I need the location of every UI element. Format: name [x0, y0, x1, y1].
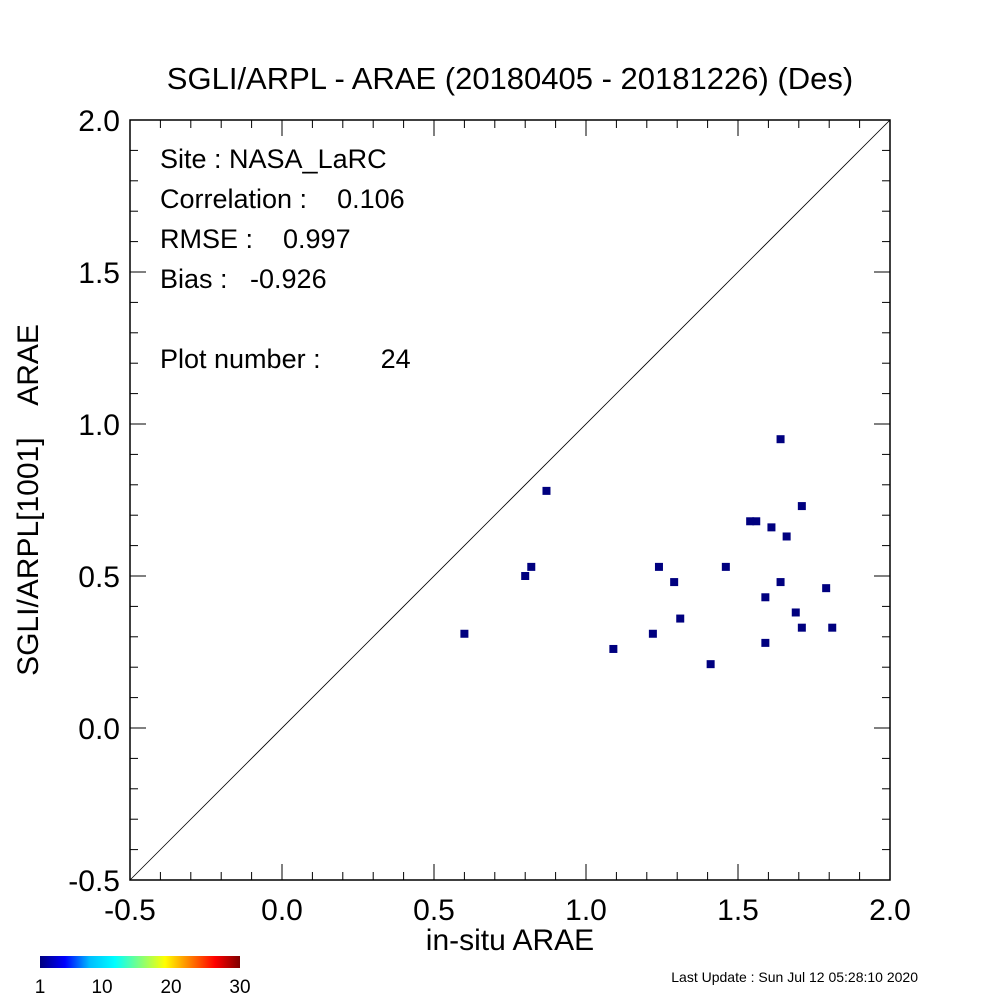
data-point [776, 435, 785, 444]
data-point [609, 644, 618, 653]
colorbar-tick-label: 20 [160, 977, 181, 998]
data-point [791, 608, 800, 617]
stat-plot-number: Plot number : 24 [160, 344, 411, 374]
data-point [761, 593, 770, 602]
stats-block: Site : NASA_LaRC Correlation : 0.106 RMS… [160, 144, 411, 374]
data-point [797, 502, 806, 511]
colorbar-gradient [40, 956, 240, 968]
colorbar: 1 10 20 30 [35, 956, 251, 998]
one-to-one-line [129, 119, 891, 881]
data-point [776, 578, 785, 587]
plot-frame [129, 119, 891, 881]
plot-area [129, 119, 891, 881]
stat-correlation: Correlation : 0.106 [160, 184, 405, 214]
x-tick-labels: -0.5 0.0 0.5 1.0 1.5 2.0 [104, 894, 911, 927]
stat-rmse: RMSE : 0.997 [160, 224, 351, 254]
y-tick-label: -0.5 [68, 865, 120, 898]
x-tick-label: -0.5 [104, 894, 156, 927]
data-points [460, 435, 837, 669]
last-update-text: Last Update : Sun Jul 12 05:28:10 2020 [671, 969, 918, 985]
data-point [654, 562, 663, 571]
data-point [828, 623, 837, 632]
colorbar-tick-label: 10 [91, 977, 112, 998]
y-tick-label: 1.0 [78, 409, 120, 442]
colorbar-tick-label: 1 [35, 977, 46, 998]
x-tick-label: 1.0 [565, 894, 607, 927]
data-point [670, 578, 679, 587]
x-tick-label: 1.5 [717, 894, 759, 927]
data-point [746, 517, 755, 526]
x-tick-label: 0.5 [413, 894, 455, 927]
data-point [822, 584, 831, 593]
colorbar-labels: 1 10 20 30 [35, 977, 251, 998]
y-axis-label: SGLI/ARPL[1001] ARAE [12, 324, 45, 676]
x-axis-label: in-situ ARAE [426, 924, 594, 957]
data-point [752, 517, 761, 526]
data-point [797, 623, 806, 632]
data-point [782, 532, 791, 541]
y-tick-label: 1.5 [78, 257, 120, 290]
data-point [676, 614, 685, 623]
x-tick-label: 2.0 [869, 894, 911, 927]
data-point [761, 638, 770, 647]
data-point [767, 523, 776, 532]
axis-ticks [129, 119, 891, 881]
stat-bias: Bias : -0.926 [160, 264, 327, 294]
data-point [648, 629, 657, 638]
y-tick-label: 0.5 [78, 561, 120, 594]
y-tick-labels: -0.5 0.0 0.5 1.0 1.5 2.0 [68, 105, 120, 898]
y-tick-label: 2.0 [78, 105, 120, 138]
x-tick-label: 0.0 [261, 894, 303, 927]
colorbar-tick-label: 30 [229, 977, 250, 998]
stat-site: Site : NASA_LaRC [160, 144, 387, 174]
data-point [721, 562, 730, 571]
data-point [460, 629, 469, 638]
data-point [706, 660, 715, 669]
data-point [521, 572, 530, 580]
data-point [527, 562, 536, 571]
y-tick-label: 0.0 [78, 713, 120, 746]
data-point [542, 486, 551, 495]
chart-title: SGLI/ARPL - ARAE (20180405 - 20181226) (… [167, 61, 853, 96]
